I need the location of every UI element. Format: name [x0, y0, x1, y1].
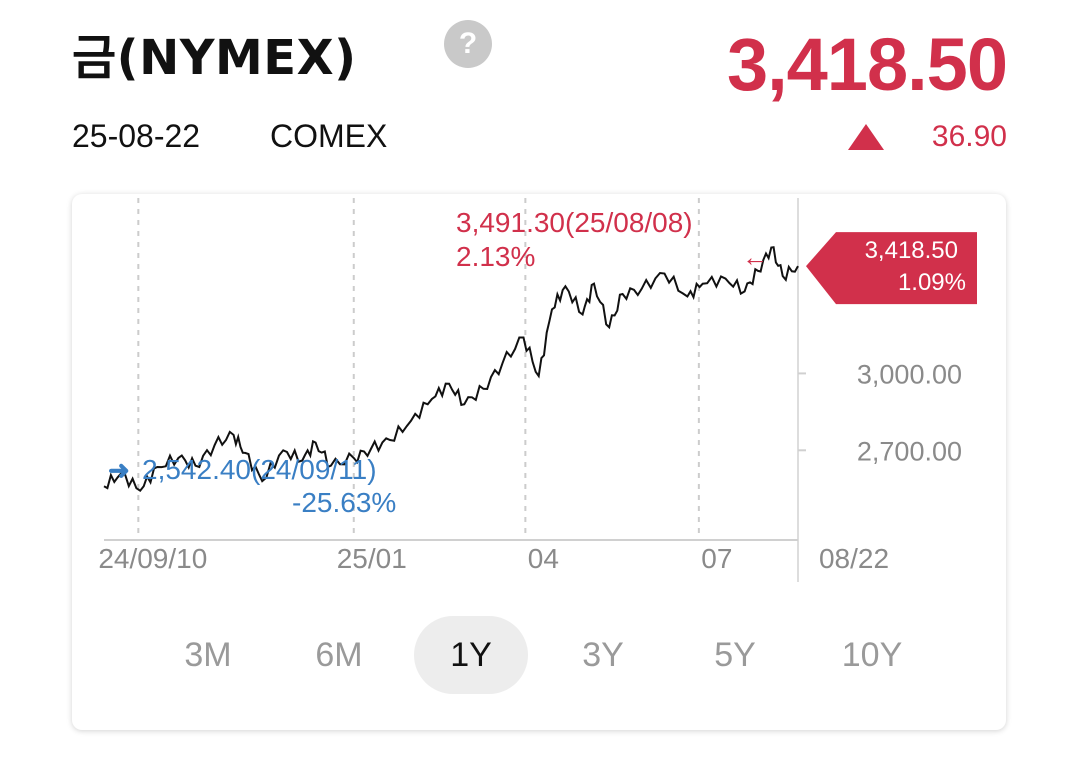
period-tab-1y[interactable]: 1Y: [414, 616, 528, 694]
right-arrow-icon: ➜: [108, 455, 130, 485]
x-tick-label: 25/01: [337, 543, 407, 574]
high-annotation-label: 3,491.30(25/08/08): [456, 207, 693, 238]
x-tick-label: 07: [701, 543, 732, 574]
help-icon[interactable]: ?: [444, 20, 492, 68]
price-line: [103, 246, 799, 493]
up-triangle-icon: [848, 124, 884, 150]
chart-axes: 24/09/10 25/01 04 07 08/22 3,000.00 2,700.00: [98, 359, 962, 574]
y-tick-label: 2,700.00: [857, 436, 962, 466]
left-arrow-icon: ←: [742, 242, 768, 272]
chart-annotations: 3,491.30(25/08/08)2.13% ← ➜ 2,542.40(24/09/…: [108, 207, 977, 518]
high-annotation-pct: 2.13%: [456, 241, 535, 272]
low-annotation-label: 2,542.40(24/09/11): [142, 454, 377, 485]
price-change: 36.90: [931, 120, 1007, 153]
exchange-name: COMEX: [270, 118, 388, 154]
x-tick-label: 04: [528, 543, 559, 574]
period-tab-5y[interactable]: 5Y: [714, 636, 756, 674]
x-tick-label: 24/09/10: [98, 543, 207, 574]
x-tick-label: 08/22: [819, 543, 889, 574]
low-annotation-pct: -25.63%: [292, 487, 396, 518]
quote-date: 25-08-22: [72, 118, 201, 154]
chart-series: [103, 246, 799, 493]
period-tab-3m[interactable]: 3M: [184, 636, 232, 674]
period-tab-3y[interactable]: 3Y: [582, 636, 624, 674]
page-title: 금(NYMEX): [72, 30, 357, 86]
y-tick-label: 3,000.00: [857, 359, 962, 389]
current-price: 3,418.50: [726, 23, 1008, 106]
current-price-tag-pct: 1.09%: [898, 269, 966, 296]
chart-gridlines: [137, 198, 799, 582]
period-tabs: 3M 6M 1Y 3Y 5Y 10Y: [72, 616, 1006, 694]
period-tab-10y[interactable]: 10Y: [841, 636, 903, 674]
current-price-tag-value: 3,418.50: [865, 237, 958, 264]
period-tab-6m[interactable]: 6M: [315, 636, 363, 674]
current-price-tag: [806, 232, 977, 305]
